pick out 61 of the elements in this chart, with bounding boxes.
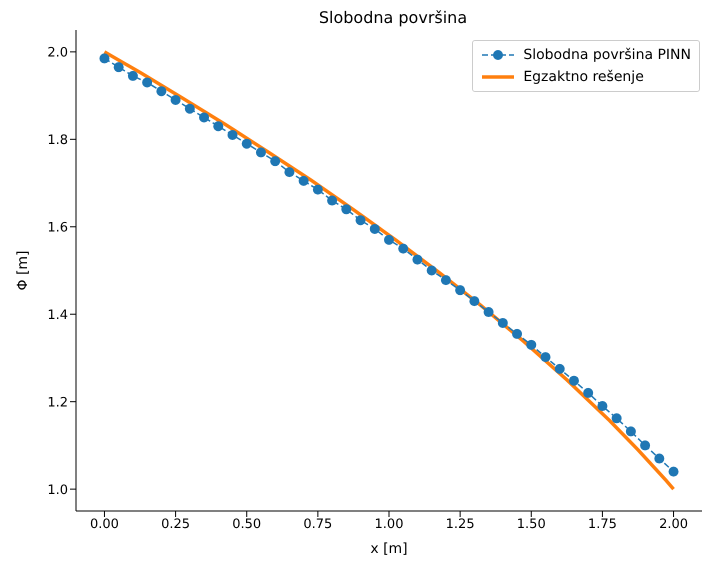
point	[554, 364, 565, 374]
y-tick-label: 1.8	[47, 132, 68, 148]
point	[469, 296, 480, 306]
x-tick-label: 1.25	[446, 517, 475, 532]
point	[612, 413, 622, 424]
legend-label: Slobodna površina PINN	[523, 46, 691, 65]
y-tick-label: 1.0	[47, 482, 68, 498]
y-tick-label: 1.4	[47, 308, 68, 323]
x-tick-label: 0.25	[161, 517, 190, 532]
point	[484, 307, 494, 318]
x-tick-label: 1.00	[374, 517, 404, 532]
x-tick-label: 1.50	[516, 517, 546, 532]
point	[583, 388, 594, 398]
y-tick-label: 1.2	[47, 395, 68, 410]
x-tick-label: 0.75	[303, 517, 332, 532]
chart-title: Slobodna površina	[318, 8, 468, 27]
point	[170, 94, 181, 105]
point	[256, 147, 266, 158]
point	[626, 426, 636, 436]
legend-label: Egzaktno rešenje	[523, 68, 644, 87]
point	[270, 156, 280, 166]
point	[412, 254, 422, 265]
y-axis-title: Φ [m]	[14, 250, 31, 291]
point	[184, 104, 195, 114]
point	[426, 266, 437, 276]
point	[512, 328, 522, 339]
point	[455, 285, 466, 296]
point	[568, 376, 579, 386]
point	[640, 440, 650, 450]
point	[356, 215, 366, 226]
point	[597, 401, 608, 412]
point	[398, 244, 408, 254]
x-tick-label: 1.75	[588, 517, 617, 532]
x-tick-label: 2.00	[659, 517, 688, 532]
point	[242, 138, 252, 149]
point	[370, 224, 380, 234]
y-tick-label: 2.0	[47, 45, 68, 60]
point	[298, 176, 309, 186]
point	[199, 112, 210, 122]
point	[156, 86, 166, 96]
point	[114, 62, 124, 72]
point	[384, 234, 394, 245]
point	[540, 352, 550, 362]
point	[327, 196, 338, 206]
point	[526, 340, 536, 350]
point	[213, 121, 224, 132]
point	[498, 318, 508, 328]
point	[99, 53, 110, 64]
x-tick-label: 0.50	[232, 517, 262, 532]
x-axis-title: x [m]	[370, 541, 408, 557]
point	[341, 204, 352, 214]
point	[284, 167, 294, 178]
y-tick-label: 1.6	[47, 220, 68, 236]
x-tick-label: 0.00	[90, 517, 119, 532]
point	[654, 454, 664, 464]
point	[228, 130, 238, 140]
point	[128, 70, 138, 81]
point	[312, 184, 323, 195]
point	[440, 275, 451, 286]
point	[142, 77, 152, 88]
point	[668, 466, 679, 477]
